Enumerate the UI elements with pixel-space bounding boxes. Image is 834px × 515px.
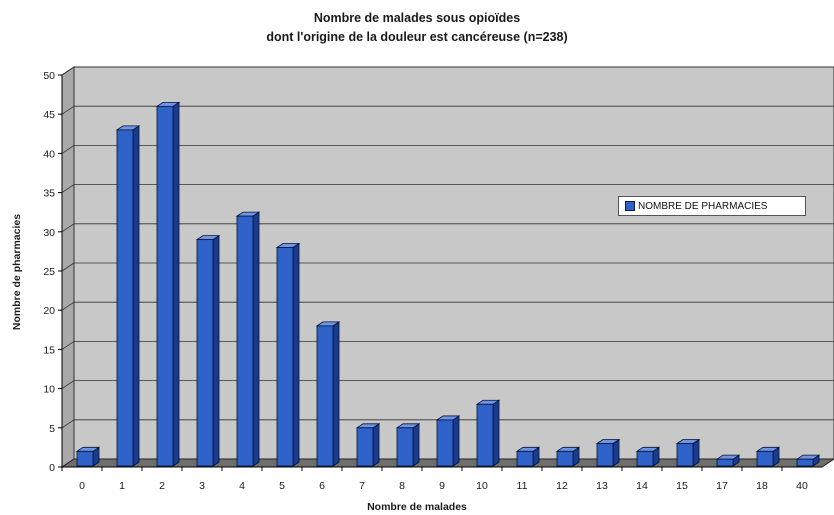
bar-side [132,125,140,467]
bar [516,450,534,467]
gridline-diag [61,341,75,350]
y-tick-label: 35 [43,188,55,200]
x-tick-label: 2 [159,480,165,492]
bar-side [292,242,300,467]
legend: NOMBRE DE PHARMACIES [618,196,806,216]
y-tick-label: 40 [43,148,55,160]
legend-label: NOMBRE DE PHARMACIES [638,200,768,212]
bar [756,450,774,467]
x-tick-label: 17 [716,480,728,492]
y-tick-label: 30 [43,227,55,239]
bar-side [212,234,220,467]
bar [596,443,614,467]
bar-side [372,423,380,467]
y-tick-label: 10 [43,384,55,396]
y-axis-title-text: Nombre de pharmacies [11,213,23,331]
bar [196,239,214,467]
x-axis-title: Nombre de malades [367,501,467,513]
gridline-diag [61,66,75,76]
bar-side [612,438,620,467]
chart-subtitle: dont l'origine de la douleur est cancére… [266,30,568,44]
gridline-diag [61,184,75,193]
x-tick-label: 40 [796,480,808,492]
bar [276,247,294,467]
bar [116,129,134,467]
x-tick-label: 3 [199,480,205,492]
x-tick-label: 14 [636,480,648,492]
y-tick-label: 45 [43,109,55,121]
bar [556,450,574,467]
bar [356,427,374,467]
bar-side [332,321,340,467]
x-tick-label: 10 [476,480,488,492]
x-tick-label: 5 [279,480,285,492]
bar-side [452,415,460,467]
gridline-diag [61,223,75,233]
x-tick-label: 15 [676,480,688,492]
x-tick-label: 0 [79,480,85,492]
bar [716,458,734,467]
gridline-diag [61,301,75,311]
bar [476,403,494,467]
legend-swatch [625,201,635,211]
x-tick-label: 9 [439,480,445,492]
bar [636,450,654,467]
bar-side [172,101,180,467]
bar-side [252,211,260,467]
gridline-diag [61,262,75,272]
bar [316,325,334,467]
bar-side [412,423,420,467]
bar [676,443,694,467]
y-tick-label: 5 [49,423,55,435]
x-tick-label: 18 [756,480,768,492]
bar [156,105,174,467]
bar [396,427,414,467]
x-tick-label: 8 [399,480,405,492]
y-tick-label: 25 [43,266,55,278]
gridline-diag [61,105,75,115]
chart-title: Nombre de malades sous opioïdes [313,11,521,25]
gridline-diag [61,145,75,154]
bar [236,215,254,467]
x-tick-label: 6 [319,480,325,492]
bar [76,450,94,467]
x-tick-label: 4 [239,480,245,492]
x-tick-label: 12 [556,480,568,492]
gridline-diag [61,419,75,429]
y-tick-label: 20 [43,305,55,317]
bar-side [492,399,500,467]
bar [796,458,814,467]
y-tick-label: 15 [43,344,55,356]
bar-side [692,438,700,467]
y-tick-label: 50 [43,70,55,82]
x-tick-label: 1 [119,480,125,492]
gridline-diag [61,380,75,389]
x-tick-label: 7 [359,480,365,492]
x-tick-label: 11 [517,480,528,492]
bar [436,419,454,467]
y-tick-label: 0 [49,462,55,474]
x-tick-label: 13 [596,480,608,492]
